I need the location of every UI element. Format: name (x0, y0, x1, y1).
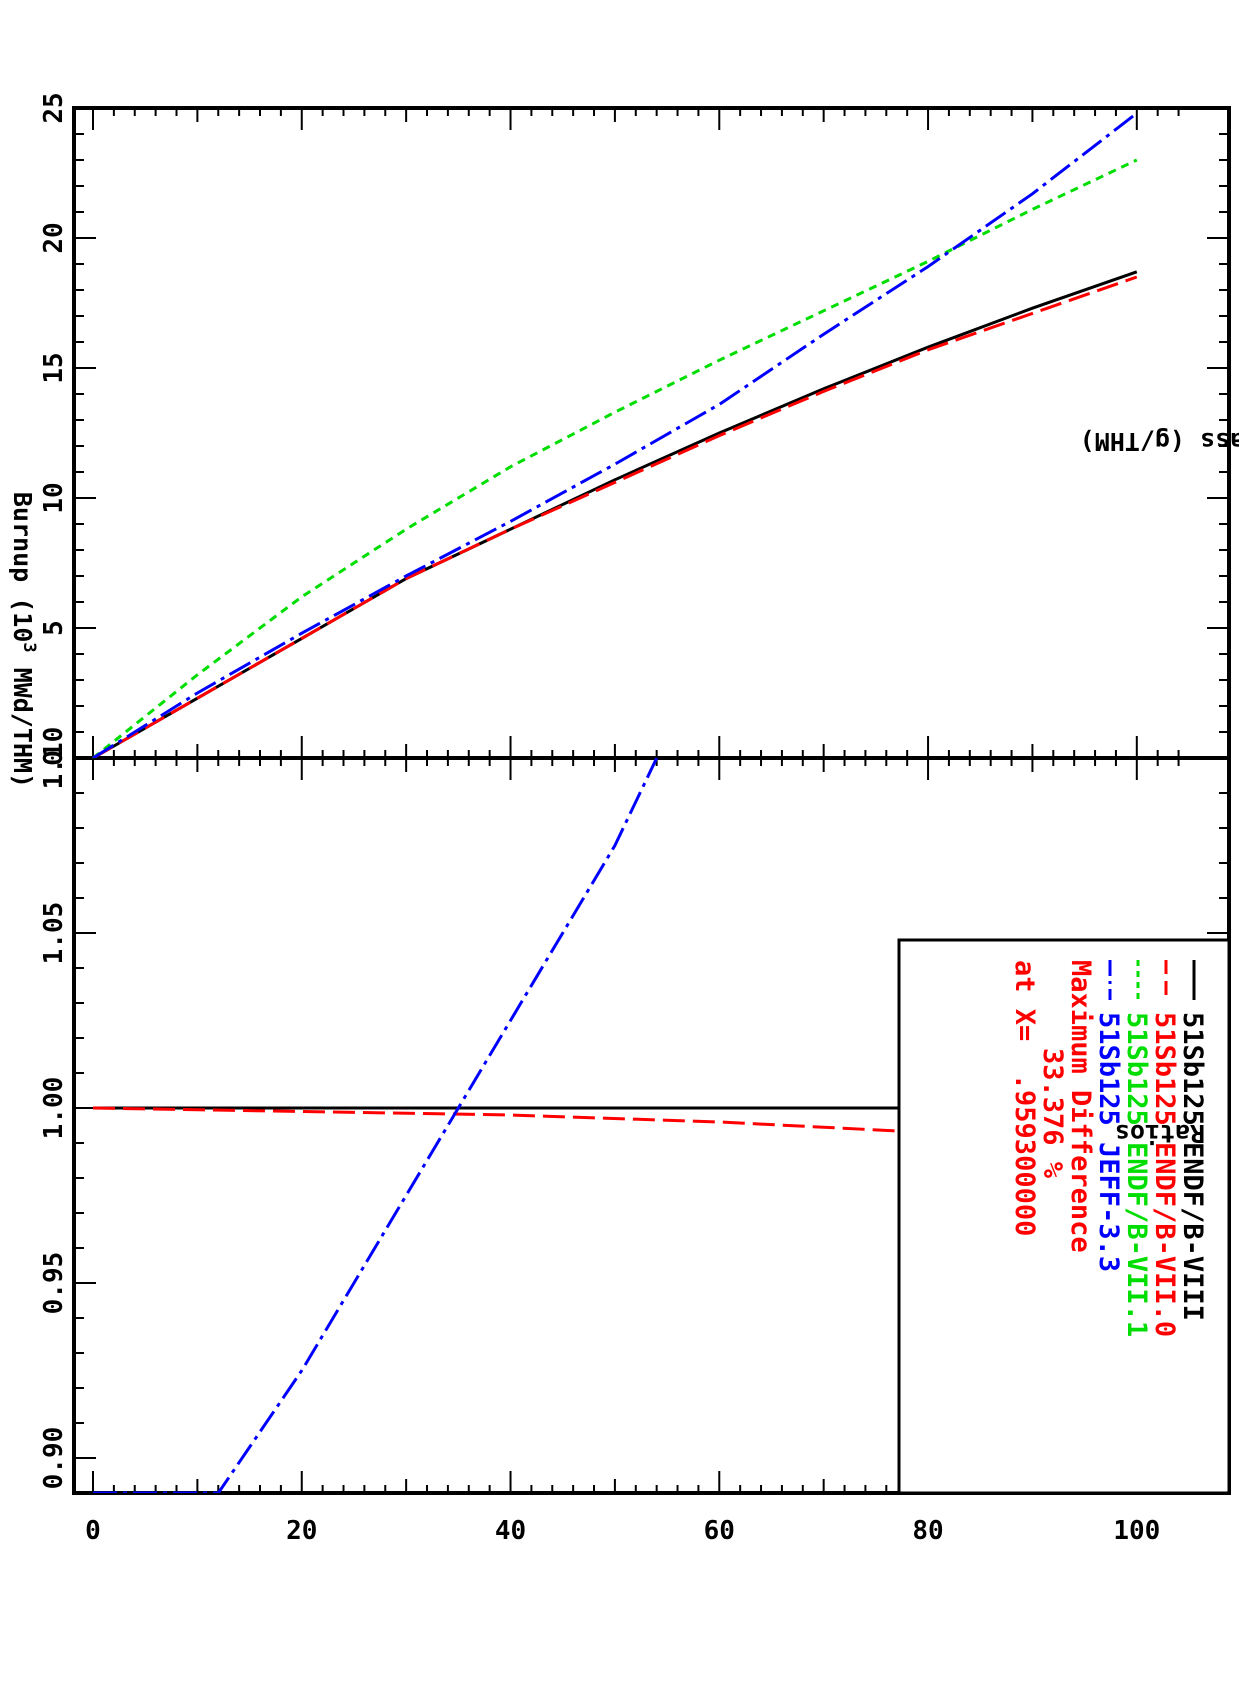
y-tick-label-mass: 0 (39, 750, 69, 766)
x-tick-label: 40 (495, 1516, 526, 1546)
y-tick-label-ratio: 1.05 (39, 902, 69, 965)
series-line-clip-main-1 (92, 275, 1138, 758)
legend-label-endfb71: 51Sb125 ENDF/B-VII.1 (1121, 1012, 1152, 1337)
curves-layer (92, 112, 1138, 1493)
series-line-clip-main-3 (92, 112, 1138, 758)
legend: 51Sb125 ENDF/B-VIII 51Sb125 ENDF/B-VII.0… (897, 938, 1231, 1495)
max-difference-x: at X= .959300000 (1009, 960, 1040, 1236)
x-tick-label: 80 (912, 1516, 943, 1546)
y-tick-label-ratio: 0.95 (39, 1252, 69, 1315)
y-tick-label-mass: 15 (39, 352, 69, 383)
y-tick-label-ratio: 0.90 (39, 1427, 69, 1490)
y-tick-label-ratio: 1.00 (39, 1077, 69, 1140)
y-axis-title-ratios: Ratios (1115, 1119, 1205, 1148)
x-tick-label: 60 (704, 1516, 735, 1546)
ticks-layer: 0 20 40 60 80 100 0 5 10 15 20 25 0.90 0.95 1.00 1.05 1.… (39, 92, 1229, 1546)
y-tick-label-ratio: 1.10 (39, 727, 69, 790)
y-tick-label-mass: 25 (39, 92, 69, 123)
max-difference-label: Maximum Difference (1065, 960, 1096, 1253)
x-tick-label: 100 (1113, 1516, 1160, 1546)
max-difference-value: 33.376 % (1037, 1048, 1068, 1179)
y-axis-title-mass: Mass (g/THM) (1080, 427, 1239, 456)
series-line-clip-ratio-3 (93, 758, 659, 1493)
y-tick-label-mass: 5 (39, 620, 69, 636)
x-tick-label: 0 (85, 1516, 101, 1546)
main-plot-frame (72, 106, 1231, 760)
series-line-clip-main-0 (92, 270, 1138, 758)
y-tick-label-mass: 20 (39, 222, 69, 253)
legend-box (897, 938, 1231, 1495)
x-tick-label: 20 (286, 1516, 317, 1546)
x-axis-title: Burnup (103 MWd/THM) (8, 492, 39, 788)
legend-label-endfb8: 51Sb125 ENDF/B-VIII (1177, 1012, 1208, 1321)
legend-label-jeff33: 51Sb125 JEFF-3.3 (1093, 1012, 1124, 1272)
y-tick-label-mass: 10 (39, 482, 69, 513)
legend-label-endfb70: 51Sb125 ENDF/B-VII.0 (1149, 1012, 1180, 1337)
